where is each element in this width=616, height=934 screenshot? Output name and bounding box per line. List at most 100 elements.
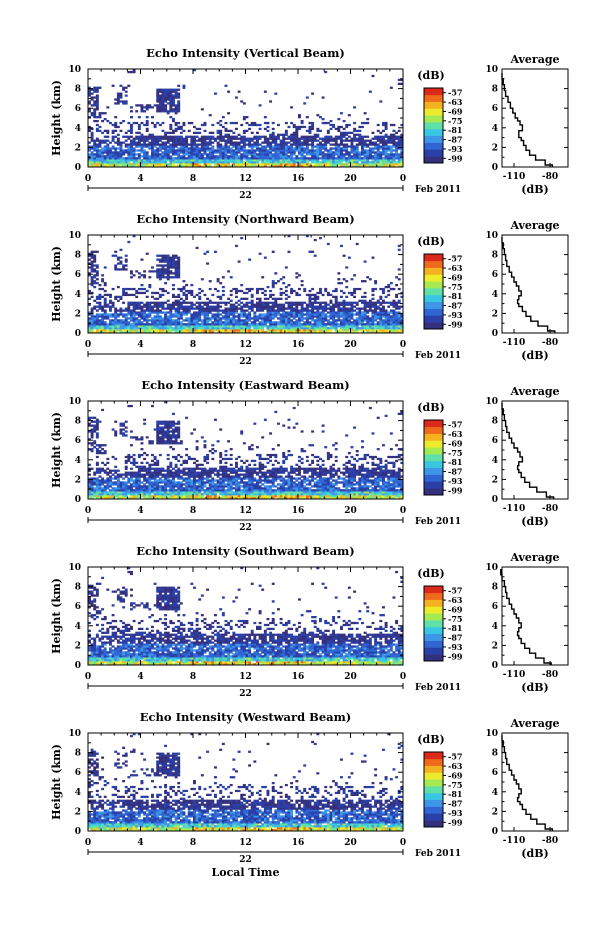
heatmap-cell (340, 313, 343, 315)
heatmap-cell (253, 138, 256, 140)
heatmap-cell (240, 311, 243, 313)
heatmap-cell (361, 126, 364, 128)
heatmap-cell (104, 298, 107, 300)
heatmap-cell (240, 147, 243, 149)
heatmap-cell (130, 317, 133, 319)
heatmap-cell (219, 296, 222, 298)
heatmap-cell (227, 130, 230, 132)
heatmap-cell (364, 149, 367, 151)
heatmap-cell (269, 151, 272, 153)
heatmap-cell (167, 315, 170, 317)
heatmap-cell (101, 120, 104, 122)
heatmap-cell (130, 272, 133, 274)
heatmap-cell (311, 155, 314, 157)
heatmap-cell (164, 134, 167, 136)
heatmap-cell (180, 157, 183, 159)
heatmap-cell (91, 315, 94, 317)
heatmap-cell (393, 300, 396, 302)
heatmap-cell (282, 143, 285, 145)
heatmap-cell (314, 157, 317, 159)
heatmap-cell (156, 313, 159, 315)
heatmap-cell (293, 153, 296, 155)
heatmap-cell (143, 155, 146, 157)
heatmap-cell (180, 155, 183, 157)
heatmap-cell (104, 130, 107, 132)
heatmap-cell (206, 313, 209, 315)
heatmap-cell (327, 243, 330, 245)
heatmap-cell (324, 304, 327, 306)
heatmap-cell (93, 306, 96, 308)
heatmap-cell (288, 495, 291, 497)
heatmap-cell (230, 306, 233, 308)
heatmap-cell (162, 96, 165, 98)
heatmap-cell (148, 327, 151, 329)
heatmap-cell (330, 151, 333, 153)
heatmap-cell (395, 294, 398, 296)
heatmap-cell (337, 323, 340, 325)
heatmap-cell (172, 302, 175, 304)
heatmap-cells (88, 69, 403, 167)
heatmap-cell (387, 306, 390, 308)
heatmap-cell (141, 308, 144, 310)
heatmap-cell (351, 142, 354, 144)
heatmap-cell (143, 140, 146, 142)
heatmap-cell (162, 323, 165, 325)
heatmap-cell (345, 325, 348, 327)
heatmap-cell (156, 255, 159, 257)
heatmap-cell (290, 323, 293, 325)
heatmap-cell (369, 143, 372, 145)
heatmap-cell (133, 317, 136, 319)
heatmap-cell (264, 157, 267, 159)
heatmap-cell (190, 147, 193, 149)
heatmap-cell (154, 145, 157, 147)
heatmap-cell (382, 321, 385, 323)
heatmap-cell (264, 116, 267, 118)
heatmap-cell (177, 266, 180, 268)
heatmap-cell (372, 157, 375, 159)
heatmap-cell (125, 491, 128, 493)
heatmap-cell (169, 264, 172, 266)
heatmap-cell (164, 151, 167, 153)
heatmap-cell (172, 306, 175, 308)
heatmap-cell (159, 270, 162, 272)
heatmap-cell (219, 145, 222, 147)
heatmap-cell (230, 321, 233, 323)
heatmap-cell (274, 143, 277, 145)
heatmap-cell (177, 100, 180, 102)
heatmap-cell (201, 157, 204, 159)
heatmap-cell (232, 317, 235, 319)
heatmap-cell (172, 294, 175, 296)
heatmap-cell (295, 142, 298, 144)
heatmap-cell (227, 151, 230, 153)
heatmap-cell (290, 292, 293, 294)
heatmap-cell (135, 159, 138, 161)
heatmap-cell (172, 145, 175, 147)
heatmap-cell (264, 325, 267, 327)
heatmap-cell (130, 132, 133, 134)
heatmap-cell (253, 495, 256, 497)
heatmap-cell (327, 130, 330, 132)
heatmap-cell (219, 134, 222, 136)
heatmap-cell (117, 161, 120, 163)
colorbar-band (424, 108, 443, 115)
heatmap-cell (282, 157, 285, 159)
heatmap-cell (225, 145, 228, 147)
heatmap-cell (332, 161, 335, 163)
heatmap-cell (372, 294, 375, 296)
heatmap-cell (172, 138, 175, 140)
heatmap-cell (96, 140, 99, 142)
heatmap-cell (385, 136, 388, 138)
heatmap-cell (141, 292, 144, 294)
heatmap-cell (93, 493, 96, 495)
heatmap-cell (180, 136, 183, 138)
heatmap-cell (214, 251, 217, 253)
heatmap-cell (246, 323, 249, 325)
heatmap-cell (274, 309, 277, 311)
heatmap-cell (177, 308, 180, 310)
heatmap-cell (169, 108, 172, 110)
heatmap-cell (201, 306, 204, 308)
heatmap-cell (261, 157, 264, 159)
heatmap-cell (217, 302, 220, 304)
heatmap-cell (337, 161, 340, 163)
heatmap-cell (235, 309, 238, 311)
